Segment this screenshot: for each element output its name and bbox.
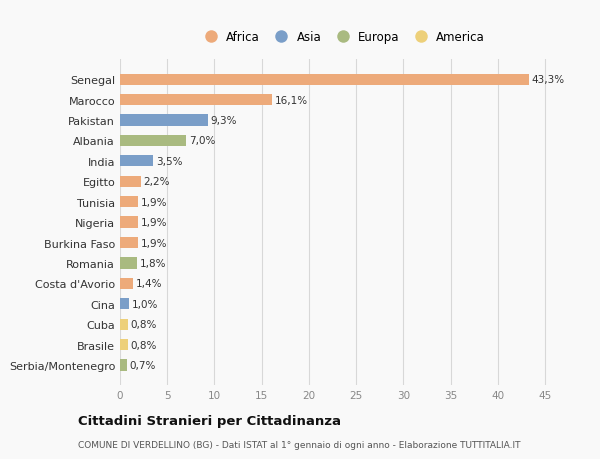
Text: 1,8%: 1,8% (140, 258, 166, 269)
Bar (120, 258, 137, 269)
Text: 0,8%: 0,8% (130, 319, 157, 330)
Text: 1,4%: 1,4% (136, 279, 163, 289)
Bar (120, 74, 529, 86)
Text: 43,3%: 43,3% (532, 75, 565, 85)
Bar (120, 237, 138, 249)
Bar (120, 156, 153, 167)
Bar (120, 298, 130, 310)
Text: 16,1%: 16,1% (275, 95, 308, 106)
Text: Cittadini Stranieri per Cittadinanza: Cittadini Stranieri per Cittadinanza (78, 414, 341, 428)
Bar (120, 278, 133, 289)
Text: 3,5%: 3,5% (156, 157, 182, 167)
Text: 1,0%: 1,0% (132, 299, 158, 309)
Text: 7,0%: 7,0% (189, 136, 215, 146)
Bar (120, 217, 138, 228)
Text: 1,9%: 1,9% (141, 238, 167, 248)
Bar (120, 359, 127, 371)
Text: 1,9%: 1,9% (141, 197, 167, 207)
Text: 2,2%: 2,2% (143, 177, 170, 187)
Bar (120, 176, 141, 187)
Text: 1,9%: 1,9% (141, 218, 167, 228)
Text: 0,7%: 0,7% (130, 360, 156, 370)
Bar (120, 115, 208, 126)
Text: COMUNE DI VERDELLINO (BG) - Dati ISTAT al 1° gennaio di ogni anno - Elaborazione: COMUNE DI VERDELLINO (BG) - Dati ISTAT a… (78, 441, 521, 449)
Bar (120, 319, 128, 330)
Legend: Africa, Asia, Europa, America: Africa, Asia, Europa, America (194, 27, 490, 49)
Bar (120, 339, 128, 350)
Bar (120, 95, 272, 106)
Bar (120, 135, 186, 147)
Text: 0,8%: 0,8% (130, 340, 157, 350)
Bar (120, 196, 138, 208)
Text: 9,3%: 9,3% (211, 116, 237, 126)
